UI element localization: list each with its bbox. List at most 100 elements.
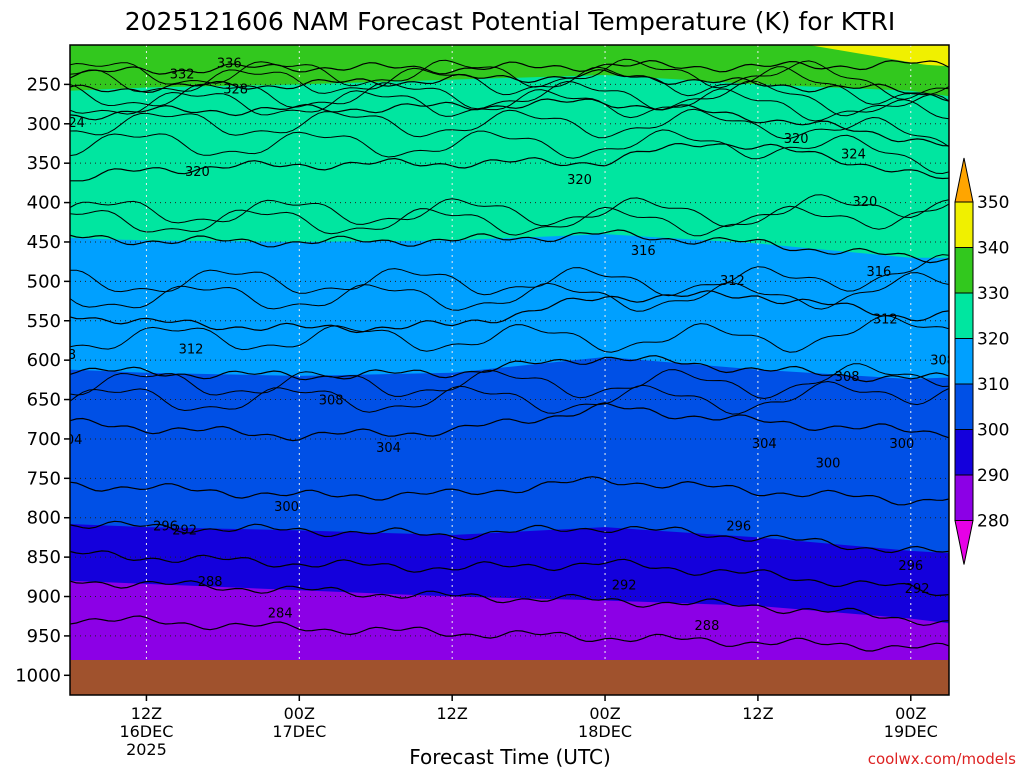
colorbar-swatch-340 <box>954 201 974 248</box>
ytick-label-600: 600 <box>27 350 61 371</box>
colorbar-swatch-290 <box>954 429 974 476</box>
contour-288 <box>70 580 949 626</box>
contour-label-11: 320 <box>784 132 809 147</box>
ytick-label-450: 450 <box>27 232 61 253</box>
contour-284 <box>70 615 949 652</box>
credit-text: coolwx.com/models <box>868 750 1016 768</box>
xtick-label-0-2: 2025 <box>126 740 167 759</box>
contour-aux-0 <box>70 58 949 100</box>
xtick-label-2-0: 12Z <box>437 704 468 723</box>
ytick-label-650: 650 <box>27 390 61 411</box>
colorbar-label-300: 300 <box>977 421 1009 441</box>
contour-label-34: 292 <box>612 579 637 594</box>
colorbar-arrow-top <box>954 157 974 203</box>
xtick-label-0-1: 16DEC <box>119 722 173 741</box>
contour-label-16: 312 <box>179 342 204 357</box>
contour-label-6: 328 <box>975 105 1000 120</box>
contour-label-30: 296 <box>153 520 178 535</box>
contour-aux-2 <box>70 80 949 117</box>
contour-label-36: 288 <box>198 575 223 590</box>
contour-label-38: 284 <box>268 606 293 621</box>
contour-aux-3 <box>70 88 949 122</box>
colorbar: 350 340 330 320 310 300 290 280 <box>954 157 1009 565</box>
contour-aux-5 <box>70 129 949 175</box>
colorbar-swatch-300 <box>954 383 974 430</box>
contour-label-4: 340 <box>967 77 992 92</box>
contour-label-3: 332 <box>970 71 995 86</box>
contour-label-37: 288 <box>695 619 720 634</box>
contour-label-25: 304 <box>752 437 777 452</box>
colorbar-label-330: 330 <box>977 284 1009 304</box>
contour-label-1: 336 <box>952 59 977 74</box>
colorbar-swatch-320 <box>954 292 974 339</box>
xtick-label-3-0: 00Z <box>589 704 620 723</box>
xtick-label-0-0: 12Z <box>131 704 162 723</box>
xtick-label-4-0: 12Z <box>742 704 773 723</box>
xtick-label-5-0: 00Z <box>895 704 926 723</box>
colorbar-label-280: 280 <box>977 512 1009 532</box>
xtick-label-1-0: 00Z <box>284 704 315 723</box>
contour-label-14: 316 <box>867 265 892 280</box>
contour-label-33: 292 <box>172 524 197 539</box>
contour-label-21: 308 <box>835 370 860 385</box>
contour-aux-8 <box>70 254 949 297</box>
contour-label-10: 320 <box>567 173 592 188</box>
contour-296 <box>70 520 949 554</box>
ytick-label-400: 400 <box>27 193 61 214</box>
contour-320 <box>70 142 949 182</box>
contour-308 <box>70 355 949 383</box>
ytick-label-950: 950 <box>27 626 61 647</box>
y-axis-ticks: 250 300 350 400 450 500 550 600 650 700 750 800 850 9… <box>15 74 70 686</box>
plot-frame <box>69 44 950 696</box>
contour-label-35: 292 <box>905 582 930 597</box>
contour-lines <box>70 58 949 652</box>
colorbar-swatch-330 <box>954 247 974 294</box>
contour-label-18: 312 <box>873 312 898 327</box>
xtick-label-3-1: 18DEC <box>578 722 632 741</box>
contour-label-22: 308 <box>930 353 955 368</box>
contour-label-29: 300 <box>889 437 914 452</box>
colorbar-label-320: 320 <box>977 330 1009 350</box>
contour-label-13: 316 <box>631 244 656 259</box>
contour-312 <box>70 290 949 334</box>
contour-label-2: 332 <box>170 67 195 82</box>
ytick-label-350: 350 <box>27 153 61 174</box>
ytick-label-700: 700 <box>27 429 61 450</box>
contour-label-19: 308 <box>51 348 76 363</box>
ytick-label-300: 300 <box>27 114 61 135</box>
color-bands <box>70 45 949 695</box>
xtick-label-5-1: 19DEC <box>884 722 938 741</box>
contour-label-17: 312 <box>720 274 745 289</box>
contour-300 <box>70 476 949 506</box>
colorbar-arrow-bottom <box>954 520 974 565</box>
ytick-label-850: 850 <box>27 547 61 568</box>
contour-label-27: 300 <box>274 500 299 515</box>
contour-label-23: 304 <box>58 433 83 448</box>
ground-below-surface <box>70 660 949 695</box>
ytick-label-800: 800 <box>27 508 61 529</box>
contour-label-24: 304 <box>376 441 401 456</box>
ytick-label-250: 250 <box>27 74 61 95</box>
ytick-label-750: 750 <box>27 468 61 489</box>
contour-label-8: 324 <box>841 148 866 163</box>
xtick-label-1-1: 17DEC <box>272 722 326 741</box>
colorbar-label-290: 290 <box>977 466 1009 486</box>
contour-aux-1 <box>70 66 949 105</box>
chart-title: 2025121606 NAM Forecast Potential Temper… <box>125 7 895 36</box>
colorbar-swatch-280 <box>954 474 974 521</box>
contour-label-7: 324 <box>60 116 85 131</box>
contour-aux-9 <box>70 272 949 312</box>
contour-label-20: 308 <box>319 394 344 409</box>
ytick-label-500: 500 <box>27 271 61 292</box>
x-axis-label: Forecast Time (UTC) <box>409 745 611 768</box>
ytick-label-900: 900 <box>27 587 61 608</box>
contour-label-32: 296 <box>898 559 923 574</box>
contour-label-12: 320 <box>853 195 878 210</box>
ytick-label-550: 550 <box>27 311 61 332</box>
contour-label-5: 328 <box>223 82 248 97</box>
ytick-label-1000: 1000 <box>15 665 61 686</box>
